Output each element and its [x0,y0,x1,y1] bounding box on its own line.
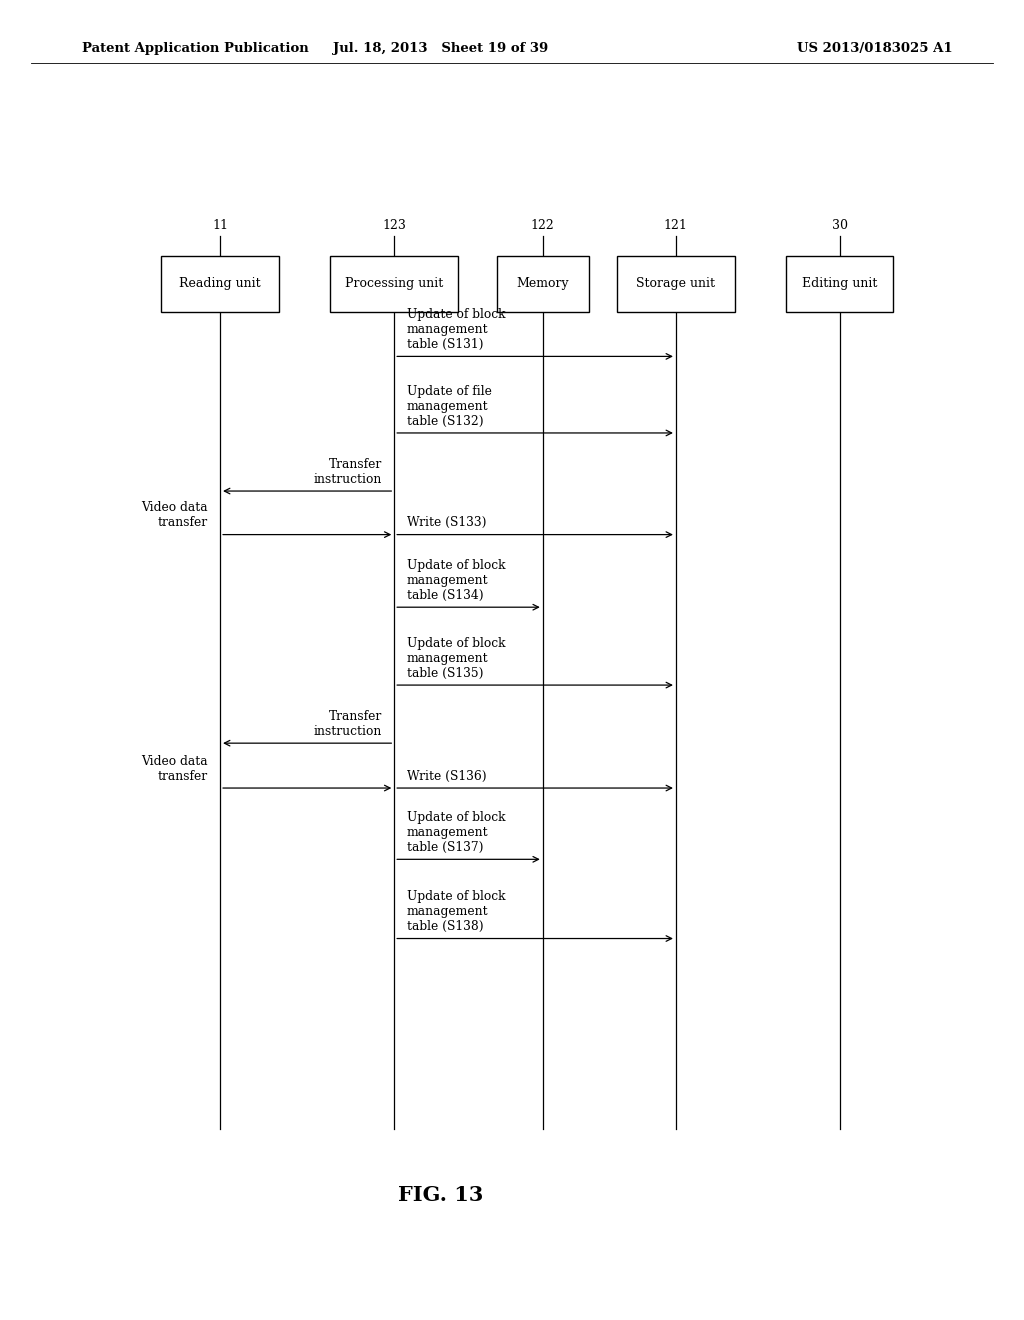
Text: 30: 30 [831,219,848,232]
Text: Transfer
instruction: Transfer instruction [313,710,382,738]
Text: Memory: Memory [516,277,569,290]
Text: Transfer
instruction: Transfer instruction [313,458,382,486]
Text: FIG. 13: FIG. 13 [397,1184,483,1205]
Text: Editing unit: Editing unit [802,277,878,290]
Text: Write (S136): Write (S136) [407,770,486,783]
Text: Update of block
management
table (S134): Update of block management table (S134) [407,558,505,602]
Text: Write (S133): Write (S133) [407,516,486,529]
Bar [330,256,459,312]
Text: Storage unit: Storage unit [636,277,716,290]
Text: 123: 123 [382,219,407,232]
Bar [786,256,893,312]
Text: Processing unit: Processing unit [345,277,443,290]
Bar [497,256,589,312]
Text: 11: 11 [212,219,228,232]
Text: Update of block
management
table (S135): Update of block management table (S135) [407,636,505,680]
Bar [162,256,279,312]
Text: 121: 121 [664,219,688,232]
Text: Video data
transfer: Video data transfer [141,755,208,783]
Text: Update of block
management
table (S131): Update of block management table (S131) [407,308,505,351]
Text: Patent Application Publication: Patent Application Publication [82,42,308,55]
Text: Update of file
management
table (S132): Update of file management table (S132) [407,384,492,428]
Text: Update of block
management
table (S137): Update of block management table (S137) [407,810,505,854]
Text: Update of block
management
table (S138): Update of block management table (S138) [407,890,505,933]
Text: Reading unit: Reading unit [179,277,261,290]
Bar [616,256,735,312]
Text: Video data
transfer: Video data transfer [141,502,208,529]
Text: 122: 122 [530,219,555,232]
Text: US 2013/0183025 A1: US 2013/0183025 A1 [797,42,952,55]
Text: Jul. 18, 2013   Sheet 19 of 39: Jul. 18, 2013 Sheet 19 of 39 [333,42,548,55]
